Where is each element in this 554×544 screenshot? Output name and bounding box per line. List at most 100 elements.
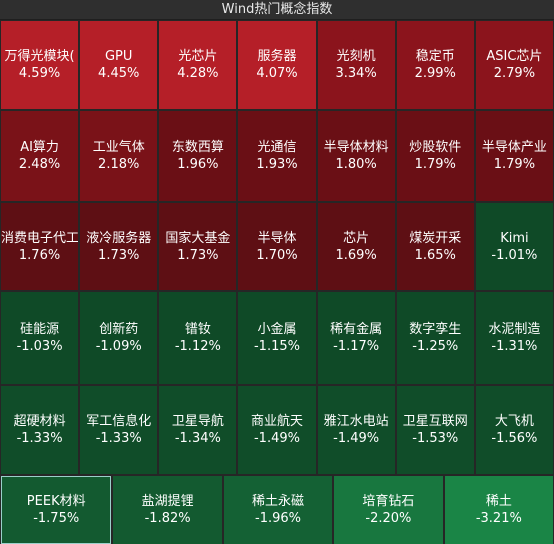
concept-tile[interactable]: 炒股软件 1.79%: [396, 111, 474, 201]
concept-change-percent: 2.18%: [98, 157, 140, 172]
concept-change-percent: -1.31%: [491, 339, 538, 354]
concept-name: 半导体: [257, 230, 297, 246]
concept-tile[interactable]: 卫星导航 -1.34%: [159, 386, 237, 474]
concept-change-percent: -1.17%: [333, 339, 380, 354]
concept-change-percent: 1.65%: [414, 247, 456, 263]
concept-tile[interactable]: 稀有金属 -1.17%: [317, 292, 395, 384]
concept-change-percent: -1.49%: [253, 431, 300, 446]
concept-tile[interactable]: 半导体 1.70%: [238, 203, 316, 290]
concept-name: Kimi: [500, 230, 529, 246]
concept-name: 消费电子代工: [1, 230, 79, 246]
concept-tile[interactable]: 国家大基金 1.73%: [159, 203, 237, 290]
concept-name: GPU: [104, 49, 133, 64]
concept-tile[interactable]: 军工信息化 -1.33%: [80, 386, 158, 474]
concept-tile[interactable]: AI算力 2.48%: [1, 111, 79, 201]
concept-name: 超硬材料: [13, 414, 66, 429]
concept-name: 雅江水电站: [323, 414, 389, 429]
concept-name: 稀有金属: [330, 322, 383, 337]
concept-tile[interactable]: 水泥制造 -1.31%: [475, 292, 553, 384]
heatmap-row-3: 消费电子代工 1.76% 液冷服务器 1.73% 国家大基金 1.73% 半导体 1.70% 芯…: [0, 203, 554, 290]
concept-tile[interactable]: 商业航天 -1.49%: [238, 386, 316, 474]
concept-change-percent: 2.48%: [18, 157, 61, 172]
concept-name: 光通信: [257, 140, 297, 155]
concept-tile[interactable]: 卫星互联网 -1.53%: [396, 386, 474, 474]
heatmap-row-1: 万得光模块( 4.59% GPU 4.45% 光芯片 4.28% 服务器 4.07% 光刻机 3.…: [0, 21, 554, 109]
concept-name: 军工信息化: [86, 414, 152, 429]
concept-tile[interactable]: 稳定币 2.99%: [396, 21, 474, 109]
concept-change-percent: 4.07%: [256, 66, 298, 81]
concept-name: 卫星互联网: [402, 414, 468, 429]
concept-name: 镨钕: [184, 322, 211, 337]
heatmap-row-6: PEEK材料 -1.75% 盐湖提锂 -1.82% 稀土永磁 -1.96% 培育钻石 -2.2…: [0, 476, 554, 544]
concept-change-percent: 4.59%: [18, 66, 61, 81]
concept-tile[interactable]: 消费电子代工 1.76%: [1, 203, 79, 290]
concept-name: 培育钻石: [362, 494, 415, 509]
concept-name: 稀土: [485, 494, 512, 509]
concept-tile[interactable]: 煤炭开采 1.65%: [396, 203, 474, 290]
concept-change-percent: 4.45%: [98, 66, 140, 81]
concept-tile[interactable]: ASIC芯片 2.79%: [475, 21, 553, 109]
concept-tile[interactable]: 半导体材料 1.80%: [317, 111, 395, 201]
concept-change-percent: -1.03%: [16, 339, 63, 354]
concept-change-percent: 1.70%: [256, 247, 298, 263]
concept-name: 稀土永磁: [252, 494, 305, 509]
concept-tile[interactable]: PEEK材料 -1.75%: [1, 476, 112, 544]
concept-change-percent: 1.73%: [177, 247, 219, 263]
widget-title: Wind热门概念指数: [0, 0, 554, 20]
concept-tile[interactable]: 光通信 1.93%: [238, 111, 316, 201]
concept-name: 工业气体: [92, 140, 145, 155]
concept-change-percent: -1.12%: [174, 339, 221, 354]
concept-change-percent: -1.34%: [174, 431, 221, 446]
concept-name: 卫星导航: [171, 414, 224, 429]
concept-tile[interactable]: Kimi -1.01%: [475, 203, 553, 290]
concept-tile[interactable]: 数字孪生 -1.25%: [396, 292, 474, 384]
concept-tile[interactable]: 工业气体 2.18%: [80, 111, 158, 201]
concept-tile[interactable]: 万得光模块( 4.59%: [1, 21, 79, 109]
concept-tile[interactable]: 芯片 1.69%: [317, 203, 395, 290]
concept-change-percent: -1.49%: [333, 431, 380, 446]
concept-change-percent: -1.56%: [491, 431, 538, 446]
concept-change-percent: -1.75%: [33, 511, 80, 526]
concept-tile[interactable]: 镨钕 -1.12%: [159, 292, 237, 384]
concept-tile[interactable]: 创新药 -1.09%: [80, 292, 158, 384]
concept-change-percent: -3.21%: [475, 511, 522, 526]
concept-tile[interactable]: 超硬材料 -1.33%: [1, 386, 79, 474]
concept-tile[interactable]: 液冷服务器 1.73%: [80, 203, 158, 290]
concept-name: 小金属: [257, 322, 297, 337]
concept-tile[interactable]: 硅能源 -1.03%: [1, 292, 79, 384]
concept-tile[interactable]: 雅江水电站 -1.49%: [317, 386, 395, 474]
concept-tile[interactable]: 培育钻石 -2.20%: [334, 476, 443, 544]
concept-name: PEEK材料: [26, 494, 86, 509]
concept-name: 稳定币: [415, 49, 455, 64]
concept-change-percent: -1.09%: [95, 339, 142, 354]
concept-tile[interactable]: 光刻机 3.34%: [317, 21, 395, 109]
concept-name: 芯片: [343, 230, 370, 246]
concept-tile[interactable]: GPU 4.45%: [80, 21, 158, 109]
concept-name: 万得光模块(: [4, 49, 75, 64]
concept-tile[interactable]: 小金属 -1.15%: [238, 292, 316, 384]
concept-change-percent: 1.80%: [335, 157, 377, 172]
concept-name: 炒股软件: [409, 140, 462, 155]
concept-name: 商业航天: [250, 414, 303, 429]
concept-name: AI算力: [20, 140, 59, 155]
concept-name: 光刻机: [336, 49, 376, 64]
concept-tile[interactable]: 大飞机 -1.56%: [475, 386, 553, 474]
concept-tile[interactable]: 服务器 4.07%: [238, 21, 316, 109]
concept-change-percent: -1.33%: [16, 431, 63, 446]
concept-change-percent: -1.33%: [95, 431, 142, 446]
concept-change-percent: -1.01%: [491, 247, 538, 263]
concept-change-percent: -1.15%: [253, 339, 300, 354]
concept-tile[interactable]: 半导体产业 1.79%: [475, 111, 553, 201]
concept-name: 盐湖提锂: [141, 494, 194, 509]
concept-change-percent: 3.34%: [335, 66, 377, 81]
concept-name: 光芯片: [178, 49, 218, 64]
concept-name: ASIC芯片: [486, 49, 543, 64]
concept-tile[interactable]: 稀土 -3.21%: [444, 476, 554, 544]
concept-tile[interactable]: 盐湖提锂 -1.82%: [113, 476, 222, 544]
concept-change-percent: -1.82%: [144, 511, 191, 526]
concept-name: 水泥制造: [488, 322, 541, 337]
concept-tile[interactable]: 光芯片 4.28%: [159, 21, 237, 109]
concept-tile[interactable]: 东数西算 1.96%: [159, 111, 237, 201]
concept-tile[interactable]: 稀土永磁 -1.96%: [223, 476, 333, 544]
